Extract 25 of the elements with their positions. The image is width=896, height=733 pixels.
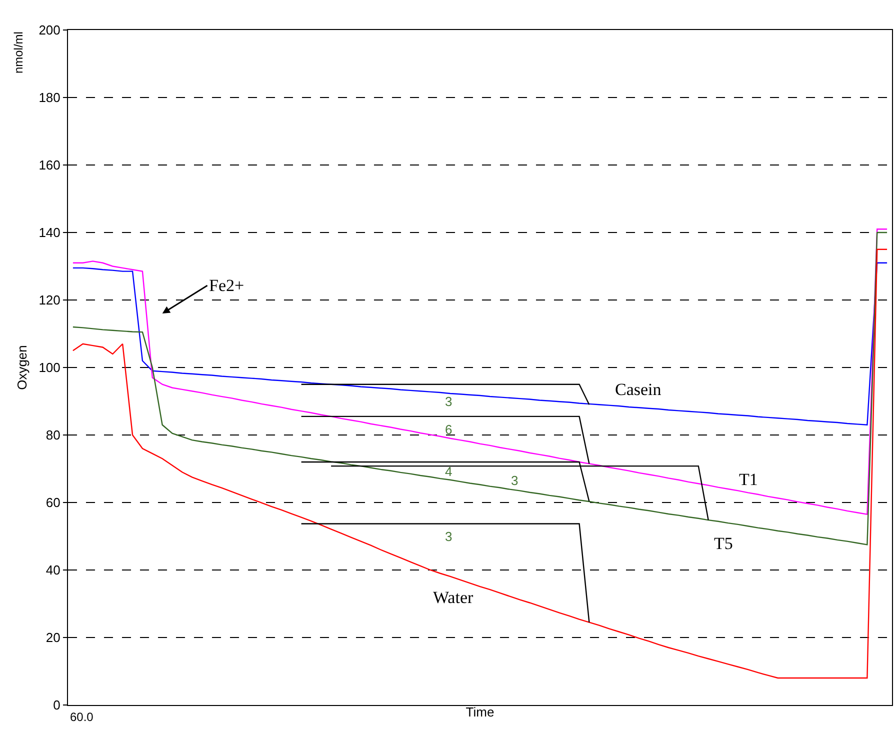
y-tick-label: 0 xyxy=(53,698,60,713)
y-tick-label: 100 xyxy=(38,360,60,376)
y-tick-label: 200 xyxy=(38,22,60,38)
text: nmol/ml xyxy=(12,32,26,74)
y-tick-label: 160 xyxy=(38,158,60,173)
annotation: Casein xyxy=(615,380,662,399)
annotation: 3 xyxy=(511,473,518,488)
y-tick-label: 60 xyxy=(46,495,60,510)
annotation: 3 xyxy=(445,529,452,544)
annotation: 6 xyxy=(445,422,452,437)
y-tick-label: 120 xyxy=(38,292,60,308)
y-tick-label: 80 xyxy=(46,428,60,443)
y-tick-label: 140 xyxy=(38,225,60,240)
text: 60.0 xyxy=(70,710,94,724)
y-tick-label: 180 xyxy=(38,90,60,106)
annotation: Fe2+ xyxy=(209,276,244,295)
annotation: T1 xyxy=(739,470,758,489)
annotation: T5 xyxy=(714,534,733,553)
annotation: 3 xyxy=(445,394,452,409)
annotation: 4 xyxy=(445,464,452,479)
y-tick-label: 40 xyxy=(46,562,60,578)
x-axis-title: Time xyxy=(466,704,494,720)
y-tick-label: 20 xyxy=(46,630,60,646)
y-axis-title: Oxygen xyxy=(14,345,30,390)
annotation: Water xyxy=(433,588,474,607)
